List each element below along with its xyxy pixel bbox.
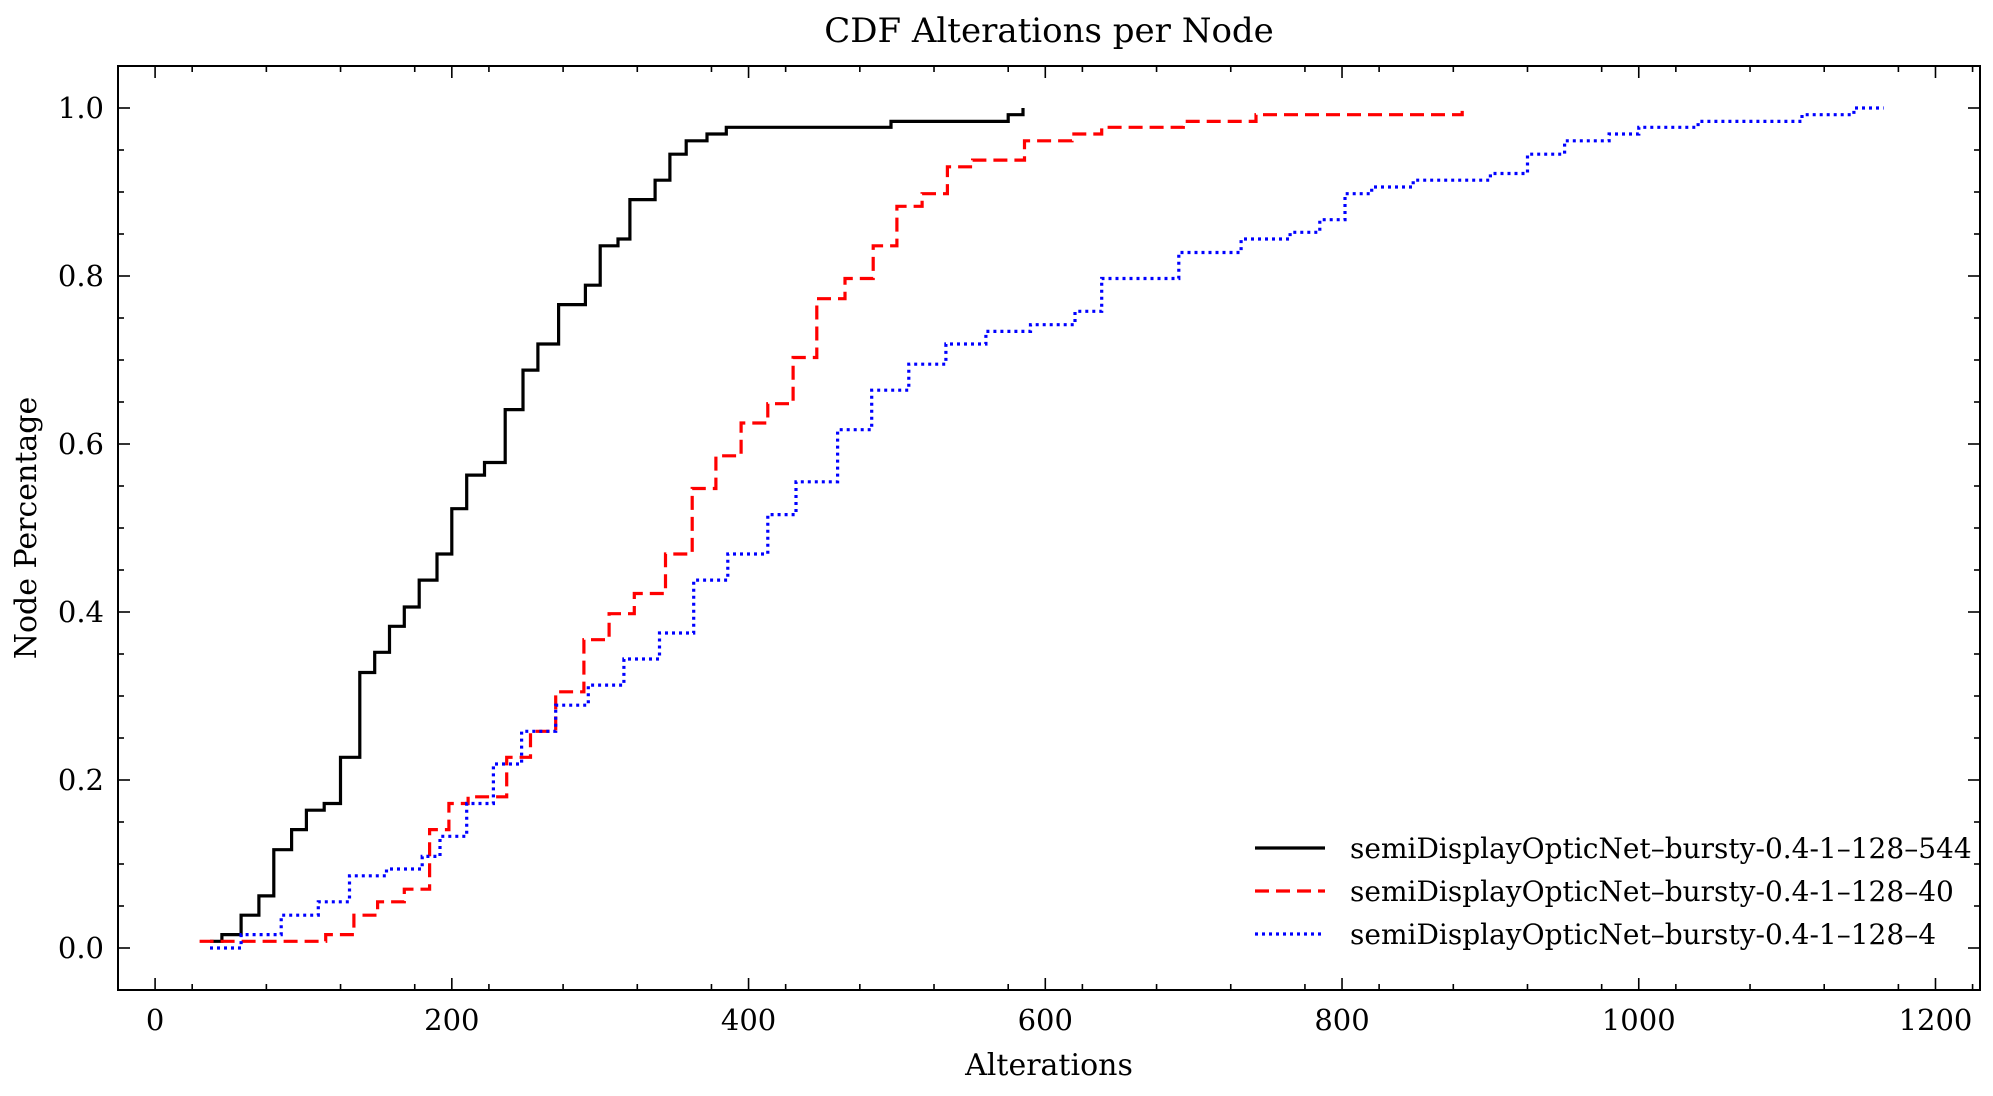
x-tick-label: 400 — [721, 1003, 776, 1037]
plot-series — [199, 106, 1884, 950]
y-tick-labels: 0.0 0.2 0.4 0.6 0.8 1.0 — [58, 91, 104, 965]
x-tick-label: 1200 — [1899, 1003, 1973, 1037]
x-tick-label: 1000 — [1602, 1003, 1676, 1037]
x-tick-label: 200 — [424, 1003, 479, 1037]
y-tick-label: 0.4 — [58, 595, 104, 629]
x-tick-label: 0 — [146, 1003, 164, 1037]
legend-label-1: semiDisplayOpticNet–bursty-0.4-1–128–544 — [1350, 832, 1972, 865]
series-line-2 — [199, 108, 1464, 943]
y-tick-label: 0.0 — [58, 931, 104, 965]
legend-label-2: semiDisplayOpticNet–bursty-0.4-1–128–40 — [1350, 875, 1954, 908]
chart-title: CDF Alterations per Node — [824, 11, 1274, 51]
series-line-3 — [210, 106, 1884, 950]
series-line-1 — [210, 108, 1025, 943]
x-axis-label: Alterations — [964, 1048, 1133, 1083]
x-tick-label: 600 — [1018, 1003, 1073, 1037]
legend: semiDisplayOpticNet–bursty-0.4-1–128–544… — [1255, 832, 1972, 951]
y-tick-label: 0.6 — [58, 427, 104, 461]
y-tick-label: 0.2 — [58, 763, 104, 797]
y-axis-label: Node Percentage — [9, 397, 44, 660]
axis-ticks — [117, 65, 1980, 991]
y-tick-label: 1.0 — [58, 91, 104, 125]
legend-label-3: semiDisplayOpticNet–bursty-0.4-1–128–4 — [1350, 918, 1936, 951]
y-tick-label: 0.8 — [58, 259, 104, 293]
x-tick-labels: 0 200 400 600 800 1000 1200 — [146, 1003, 1973, 1037]
x-tick-label: 800 — [1314, 1003, 1369, 1037]
